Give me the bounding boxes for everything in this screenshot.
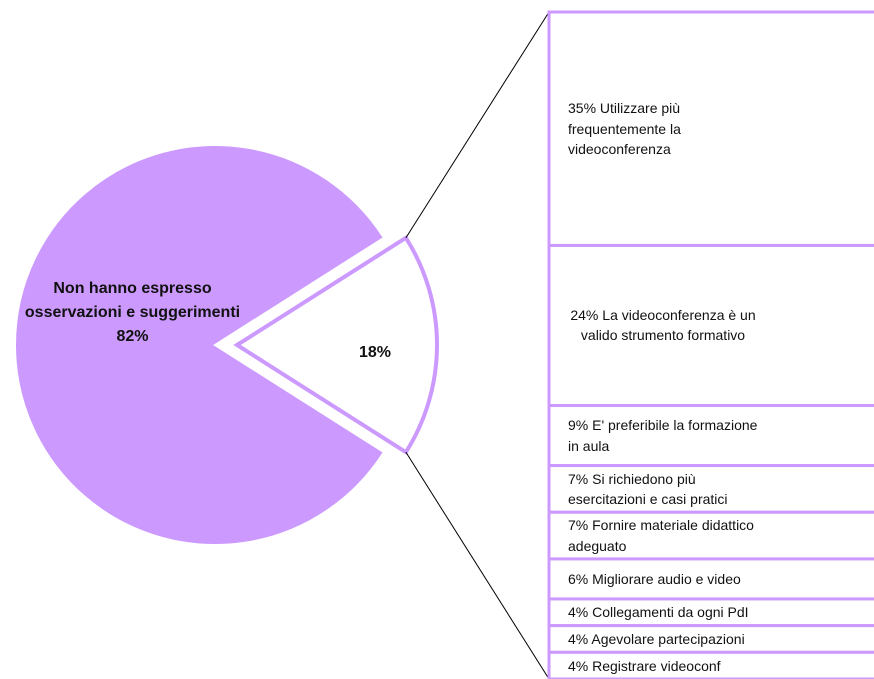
bar-segment bbox=[547, 464, 874, 514]
bar-segment bbox=[547, 510, 874, 561]
value-label: 7% bbox=[568, 517, 589, 534]
segment-label: 4% Registrare videoconf bbox=[568, 656, 758, 676]
value-label: 4% bbox=[568, 630, 589, 647]
value-label: 35% bbox=[568, 100, 597, 117]
segment-label: 4% Agevolare partecipazioni bbox=[568, 629, 758, 649]
category-label: Fornire materiale didattico adeguato bbox=[568, 517, 754, 554]
value-label: 24% bbox=[570, 307, 599, 324]
segment-label-box: 9% E' preferibile la formazione in aula bbox=[568, 406, 758, 466]
segment-label: 24% La videoconferenza è un valido strum… bbox=[568, 305, 758, 346]
segment-label: 4% Collegamenti da ogni PdI bbox=[568, 602, 758, 622]
connector-line bbox=[405, 11, 550, 239]
segment-label: 9% E' preferibile la formazione in aula bbox=[568, 415, 758, 456]
category-label: Agevolare partecipazioni bbox=[591, 630, 745, 647]
segment-label-box: 4% Agevolare partecipazioni bbox=[568, 626, 758, 653]
category-label: Non hanno espresso osservazioni e sugger… bbox=[24, 280, 241, 321]
connector-line bbox=[405, 451, 550, 679]
category-label: E' preferibile la formazione in aula bbox=[568, 417, 758, 454]
segment-label-box: 24% La videoconferenza è un valido strum… bbox=[568, 245, 758, 405]
segment-label-box: 35% Utilizzare più frequentemente la vid… bbox=[568, 12, 758, 245]
pie-slice bbox=[14, 144, 386, 546]
value-label: 9% bbox=[568, 417, 589, 434]
value-label: 6% bbox=[568, 570, 589, 587]
segment-label: 7% Si richiedono più esercitazioni e cas… bbox=[568, 469, 758, 510]
value-label: 7% bbox=[568, 470, 589, 487]
segment-label: 6% Migliorare audio e video bbox=[568, 569, 758, 589]
bar-segment bbox=[547, 243, 874, 408]
bar-segment bbox=[547, 650, 874, 679]
segment-label-box: 6% Migliorare audio e video bbox=[568, 559, 758, 599]
bar-segment bbox=[547, 404, 874, 468]
segment-label-box: 4% Collegamenti da ogni PdI bbox=[568, 599, 758, 626]
value-label: 4% bbox=[568, 657, 589, 674]
category-label: Registrare videoconf bbox=[592, 657, 721, 674]
category-label: Si richiedono più esercitazioni e casi p… bbox=[568, 470, 728, 507]
segment-label: 35% Utilizzare più frequentemente la vid… bbox=[568, 98, 758, 159]
pie-slice bbox=[233, 235, 439, 455]
category-label: Migliorare audio e video bbox=[592, 570, 741, 587]
segment-label-box: 7% Fornire materiale didattico adeguato bbox=[568, 512, 758, 559]
value-label: 18% bbox=[358, 344, 392, 361]
segment-label-box: 4% Registrare videoconf bbox=[568, 652, 758, 679]
category-label: Collegamenti da ogni PdI bbox=[592, 604, 749, 621]
bar-segment bbox=[547, 624, 874, 654]
bar-segment bbox=[547, 10, 874, 247]
segment-label: 7% Fornire materiale didattico adeguato bbox=[568, 515, 758, 556]
category-label: La videoconferenza è un valido strumento… bbox=[580, 307, 756, 344]
pie-label: Non hanno espresso osservazioni e sugger… bbox=[15, 277, 250, 349]
category-label: Utilizzare più frequentemente la videoco… bbox=[568, 100, 681, 157]
segment-label-box: 7% Si richiedono più esercitazioni e cas… bbox=[568, 466, 758, 513]
pie-label: 18% bbox=[335, 341, 415, 364]
value-label: 4% bbox=[568, 604, 589, 621]
value-label: 82% bbox=[116, 328, 149, 345]
